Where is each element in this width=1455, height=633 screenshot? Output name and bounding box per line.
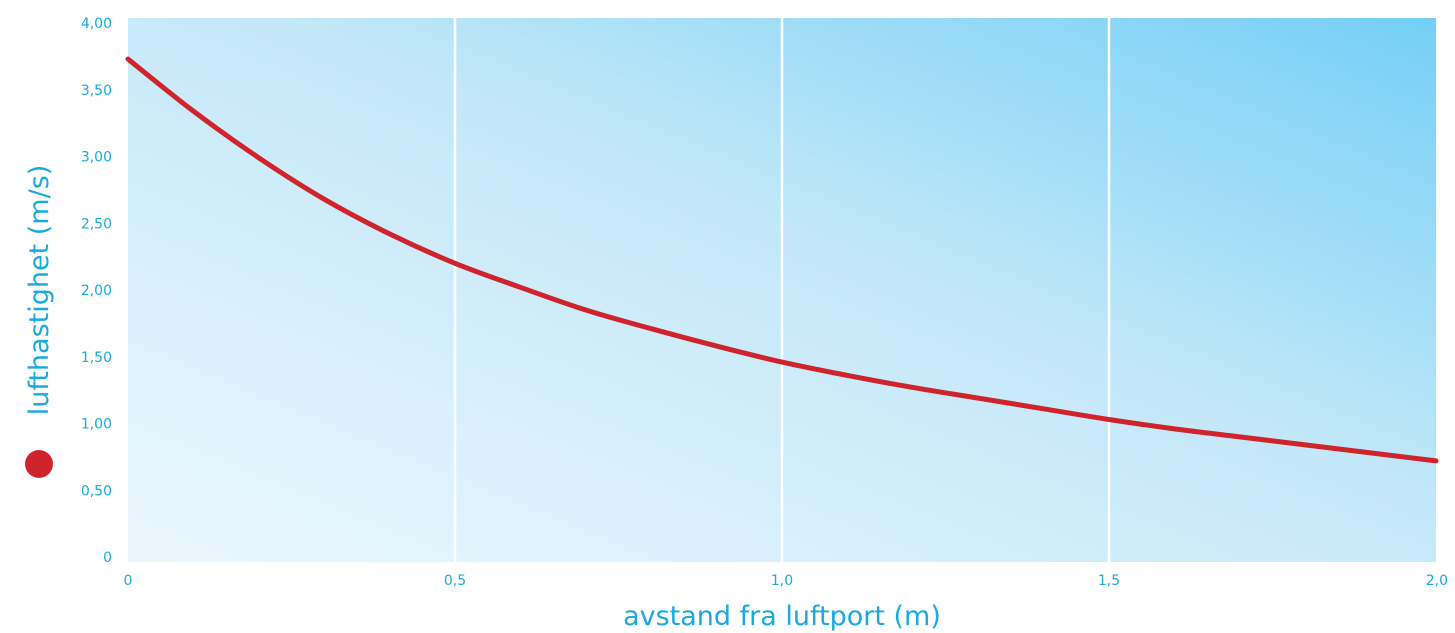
series-layer xyxy=(125,56,1439,464)
y-tick-label: 0 xyxy=(103,550,112,566)
y-tick-label: 1,00 xyxy=(81,417,112,433)
series-line xyxy=(125,56,1439,464)
y-axis-ticks: 0 0,50 1,00 1,50 2,00 2,50 3,00 3,50 4,00 xyxy=(81,16,112,566)
y-tick-label: 4,00 xyxy=(81,16,112,32)
y-tick-label: 2,00 xyxy=(81,283,112,299)
x-axis-label: avstand fra luftport (m) xyxy=(623,601,941,632)
x-tick-label: 1,0 xyxy=(771,573,793,589)
y-tick-label: 3,50 xyxy=(81,83,112,99)
series-marker-icon xyxy=(25,450,53,478)
x-tick-label: 0,5 xyxy=(444,573,466,589)
x-tick-label: 0 xyxy=(124,573,133,589)
x-tick-label: 2,0 xyxy=(1426,573,1448,589)
y-axis-label: lufthastighet (m/s) xyxy=(24,165,55,416)
y-tick-label: 0,50 xyxy=(81,483,112,499)
x-axis-ticks: 0 0,5 1,0 1,5 2,0 xyxy=(124,573,1448,589)
y-tick-label: 3,00 xyxy=(81,150,112,166)
y-tick-label: 1,50 xyxy=(81,350,112,366)
y-tick-label: 2,50 xyxy=(81,216,112,232)
grid-lines xyxy=(453,18,1111,562)
x-tick-label: 1,5 xyxy=(1098,573,1120,589)
